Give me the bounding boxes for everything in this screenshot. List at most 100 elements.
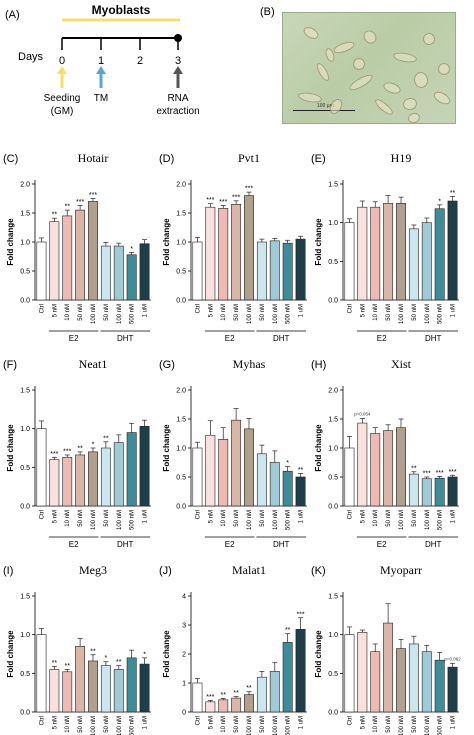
y-axis-label: Fold change [162,424,171,472]
x-tick-label: 500 nM [130,716,136,735]
cell [381,80,403,96]
x-tick-label: 500 nM [286,510,292,530]
p-value-note: p=0.062 [444,656,461,661]
bar [192,682,203,713]
bar [269,240,280,301]
event-arrow-head [173,66,183,74]
panel-label: (K) [311,565,326,577]
y-tick-label: 1.0 [328,632,338,639]
bar [434,208,445,301]
bar [75,209,86,301]
x-tick-label: 1 uM [451,304,457,317]
significance-stars: *** [206,197,214,204]
x-tick-label: 50 nM [412,304,418,321]
cell [301,24,321,42]
cell [406,111,422,123]
x-tick-label: Ctrl [39,510,45,519]
event-arrow-head [96,66,106,74]
x-tick-label: 50 nM [386,716,392,733]
y-tick-label: 1.5 [20,211,30,218]
bar [282,242,293,301]
group-label: E2 [377,540,387,549]
bar [396,203,406,301]
y-tick-label: 1.5 [328,594,338,601]
timeline-tick-label: 2 [137,55,143,67]
bar [100,665,111,713]
bar [269,462,280,507]
scale-bar [293,109,355,111]
bar [344,222,355,301]
y-tick-label: 2.0 [176,182,186,189]
x-tick-label: 1 uM [451,510,457,523]
bar [396,648,406,713]
group-label: DHT [273,540,290,549]
significance-stars: ** [246,685,252,692]
x-tick-label: 100 nM [247,716,253,735]
y-axis-label: Fold change [162,630,171,678]
chart-myoparr: (K) Myoparr Fold change 0.0 0.5 1.0 1.5 Ctrl 5 n… [311,563,461,735]
x-tick-label: 50 nM [104,510,110,527]
significance-stars: ** [103,435,109,442]
x-tick-label: 10 nM [221,304,227,321]
bar [126,657,137,713]
bar [113,245,124,301]
bar [383,622,394,713]
bar [344,634,355,713]
group-label: DHT [273,334,290,343]
group-label: E2 [69,334,79,343]
chart-xist: (H) Xist Fold change 0.0 0.5 1.0 1.5 2.0 Ctrl p=0… [311,357,459,549]
group-label: E2 [69,540,79,549]
x-tick-label: 10 nM [373,716,379,733]
bar [421,651,432,713]
panel-label: (D) [159,153,174,165]
significance-stars: * [105,655,108,662]
bar [100,245,111,301]
y-tick-label: 0.5 [176,269,186,276]
x-tick-label: Ctrl [347,304,353,313]
x-tick-label: 500 nM [130,304,136,324]
bar [370,651,381,713]
x-tick-label: 10 nM [373,510,379,527]
myoblast-micrograph: 100 µm [282,12,456,124]
panel-label: (I) [3,565,13,577]
x-tick-label: 100 nM [273,716,279,735]
bar [113,442,124,507]
chart-hotair: (C) Hotair Fold change 0.0 0.5 1.0 1.5 2.0 Ctrl *… [3,151,151,343]
chart-h19: (E) H19 Fold change 0.0 0.5 1.0 1.5 Ctrl 5 nM 10 … [311,151,459,343]
y-tick-label: 0.0 [328,298,338,305]
bar [100,447,111,507]
cell [332,39,356,56]
bar [36,634,47,713]
y-tick-label: 0.5 [20,269,30,276]
x-tick-label: 50 nM [260,510,266,527]
x-tick-label: 50 nM [78,510,84,527]
bar [256,453,267,507]
event-label: TM [94,93,108,104]
bar [447,476,458,507]
y-tick-label: 1.0 [176,446,186,453]
y-tick-label: 1.0 [176,240,186,247]
bar [295,238,306,301]
bar [244,694,254,713]
bar [192,241,203,301]
bar [49,221,60,301]
y-axis-label: Fold change [314,218,323,266]
cell [314,61,332,83]
panel-label: (H) [311,359,326,371]
significance-stars: *** [76,199,84,206]
cell [297,90,323,105]
y-tick-label: 1.0 [20,240,30,247]
bar [62,671,73,713]
bar [49,669,60,713]
y-tick-label: 0.5 [176,475,186,482]
cell [438,63,450,75]
x-tick-label: Ctrl [39,304,45,313]
y-tick-label: 1.0 [20,426,30,433]
cell [360,27,380,47]
panel-label: (F) [3,359,17,371]
myoblasts-title: Myoblasts [92,3,151,17]
x-tick-label: 10 nM [221,510,227,527]
significance-stars: *** [423,471,431,478]
panel-label-a: (A) [5,9,20,21]
significance-stars: ** [90,648,96,655]
